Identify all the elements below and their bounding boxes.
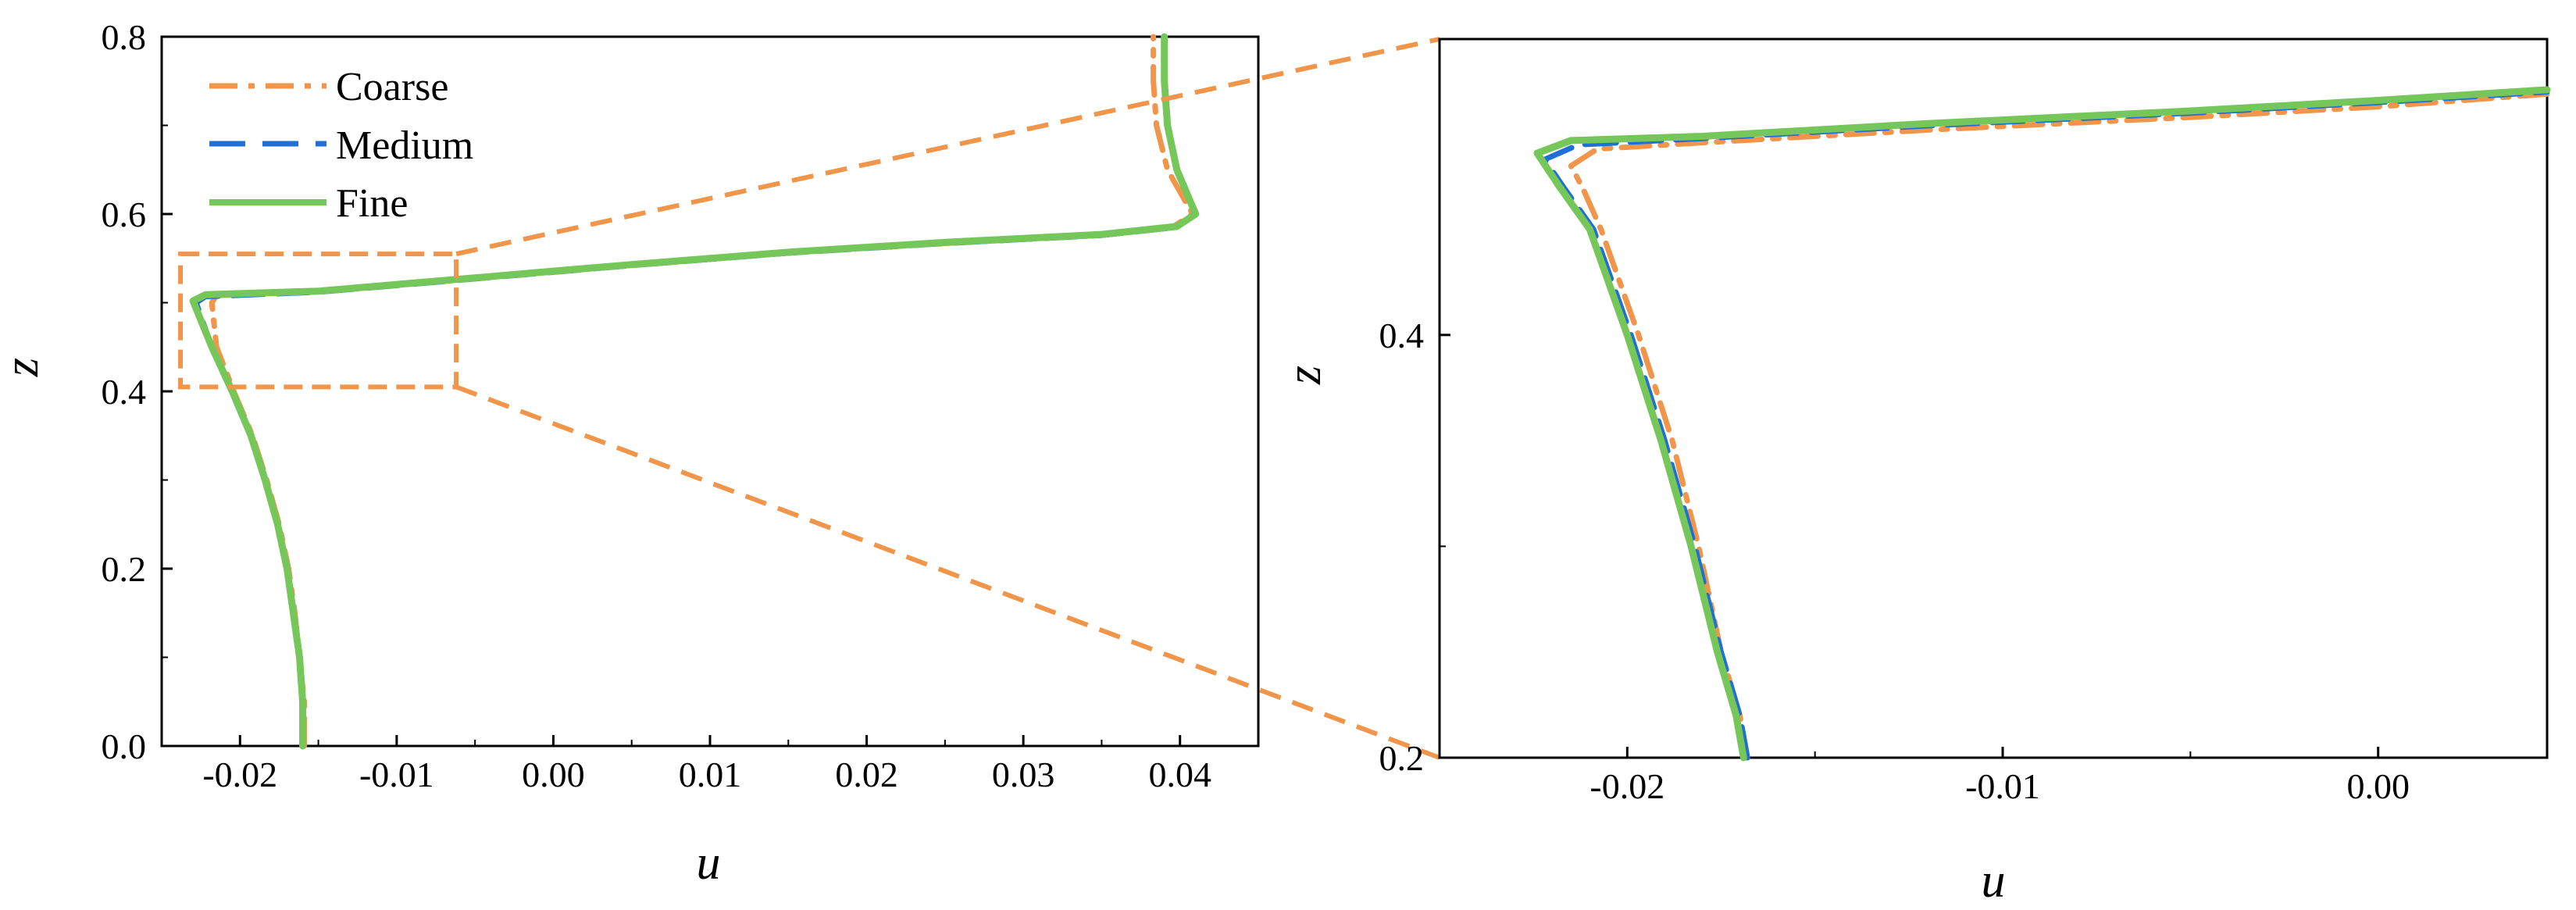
main-x-tick-label: 0.03 [992, 755, 1055, 794]
zoom-annotation [178, 37, 1441, 760]
main-y-axis-title: z [0, 358, 48, 377]
zoom-x-tick-label: -0.02 [1589, 766, 1664, 806]
main-y-tick-label: 0.2 [102, 549, 147, 589]
main-y-tick-label: 0.4 [102, 372, 147, 412]
zoom-y-tick-label: 0.4 [1379, 316, 1425, 355]
zoom-lines [1533, 86, 2551, 762]
main-lines [189, 33, 1200, 750]
zoom-series-fine [1533, 86, 2551, 762]
main-x-tick-label: 0.02 [835, 755, 898, 794]
zoom-box [178, 252, 459, 390]
main-series-fine [189, 33, 1200, 750]
zoom-y-tick-label: 0.2 [1379, 738, 1425, 778]
main-x-axis-title: u [697, 837, 721, 890]
main-x-tick-label: 0.00 [522, 755, 585, 794]
legend: Coarse Medium Fine [209, 65, 473, 226]
zoom-y-axis-title: z [1278, 366, 1331, 385]
zoom-ticks: -0.02-0.010.000.00.20.4 [1379, 316, 2410, 806]
main-x-tick-label: -0.02 [202, 755, 277, 794]
legend-label-coarse: Coarse [336, 65, 448, 109]
zoom-connector-bottom [455, 384, 1441, 760]
zoom-plot-frame [1438, 37, 2549, 759]
main-plot-panel: -0.02 -0.01 0.00 0.01 0.02 0.03 0.04 0.0 0.2 0.4 0… [0, 17, 1260, 890]
main-x-tick-label: 0.01 [679, 755, 742, 794]
zoom-x-tick-label: -0.01 [1965, 766, 2040, 806]
zoom-series-medium [1542, 89, 2550, 761]
main-ticks: -0.02 -0.01 0.00 0.01 0.02 0.03 0.04 0.0 0.2 0.4 0… [102, 17, 1211, 794]
main-x-tick-label: -0.01 [359, 755, 434, 794]
main-y-tick-label: 0.8 [102, 17, 147, 57]
zoom-x-tick-label: 0.00 [2346, 766, 2410, 806]
zoom-connector-top [455, 37, 1440, 257]
zoom-x-axis-title: u [1982, 855, 2006, 908]
main-y-tick-label: 0.0 [102, 726, 147, 766]
zoom-plot-panel: -0.02-0.010.000.00.20.4 u z [1278, 37, 2551, 908]
legend-label-medium: Medium [336, 123, 473, 168]
main-x-tick-label: 0.04 [1148, 755, 1211, 794]
main-y-tick-label: 0.6 [102, 194, 147, 234]
legend-label-fine: Fine [336, 181, 408, 226]
